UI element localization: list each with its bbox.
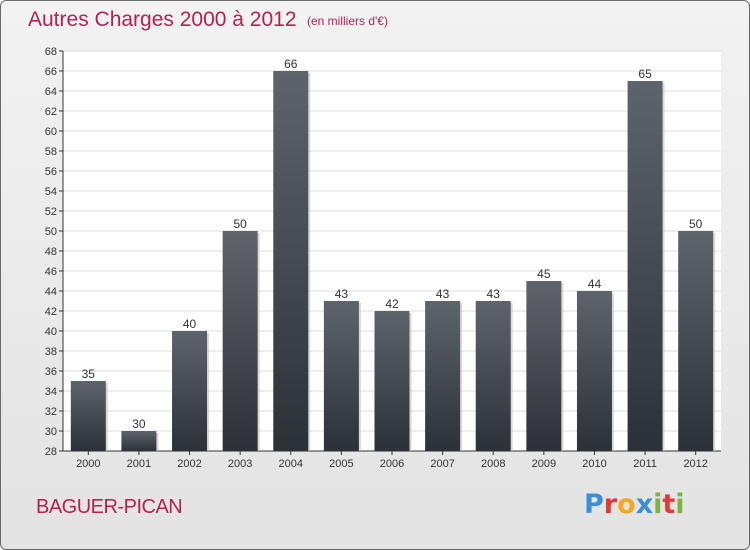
y-tick-label: 50 bbox=[45, 226, 57, 238]
y-tick-label: 54 bbox=[45, 186, 57, 198]
y-tick-label: 62 bbox=[45, 106, 57, 118]
x-tick-label: 2010 bbox=[582, 458, 606, 470]
y-tick-label: 42 bbox=[45, 306, 57, 318]
x-tick-label: 2001 bbox=[127, 458, 151, 470]
x-tick-label: 2009 bbox=[532, 458, 556, 470]
bar bbox=[222, 231, 258, 451]
x-tick-label: 2008 bbox=[481, 458, 505, 470]
bar-value-label: 30 bbox=[132, 417, 146, 431]
bar-value-label: 42 bbox=[385, 297, 399, 311]
bar bbox=[273, 71, 309, 451]
bar-value-label: 43 bbox=[335, 287, 349, 301]
y-tick-label: 66 bbox=[45, 66, 57, 78]
logo-letter: x bbox=[635, 489, 654, 520]
y-tick-label: 58 bbox=[45, 146, 57, 158]
bar-value-label: 50 bbox=[689, 217, 703, 231]
bar-value-label: 35 bbox=[82, 367, 96, 381]
y-tick-label: 34 bbox=[45, 386, 57, 398]
y-tick-label: 46 bbox=[45, 266, 57, 278]
logo-letter: P bbox=[584, 489, 604, 520]
y-tick-label: 56 bbox=[45, 166, 57, 178]
x-tick-label: 2007 bbox=[430, 458, 454, 470]
bar-value-label: 50 bbox=[233, 217, 247, 231]
bar-value-label: 44 bbox=[588, 277, 602, 291]
bar bbox=[475, 301, 511, 451]
y-tick-label: 30 bbox=[45, 426, 57, 438]
y-tick-label: 28 bbox=[45, 446, 57, 458]
bar bbox=[576, 291, 612, 451]
bar bbox=[323, 301, 359, 451]
y-tick-label: 64 bbox=[45, 86, 57, 98]
x-tick-label: 2006 bbox=[380, 458, 404, 470]
proxiti-logo[interactable]: Proxiti bbox=[584, 489, 685, 520]
bar-value-label: 65 bbox=[638, 67, 652, 81]
y-tick-label: 52 bbox=[45, 206, 57, 218]
bar-value-label: 43 bbox=[436, 287, 450, 301]
x-tick-label: 2005 bbox=[329, 458, 353, 470]
bar bbox=[526, 281, 562, 451]
y-tick-label: 44 bbox=[45, 286, 57, 298]
chart-title: Autres Charges 2000 à 2012 bbox=[28, 8, 297, 31]
bar-value-label: 45 bbox=[537, 267, 551, 281]
x-tick-label: 2000 bbox=[76, 458, 100, 470]
bar-value-label: 40 bbox=[183, 317, 197, 331]
y-tick-label: 48 bbox=[45, 246, 57, 258]
bar bbox=[627, 81, 663, 451]
logo-letter: o bbox=[617, 489, 636, 520]
logo-letter: i bbox=[675, 489, 685, 520]
bar bbox=[425, 301, 461, 451]
bar-value-label: 66 bbox=[284, 57, 298, 71]
y-tick-label: 36 bbox=[45, 366, 57, 378]
logo-letter: t bbox=[662, 489, 676, 520]
bar-value-label: 43 bbox=[487, 287, 501, 301]
town-name: BAGUER-PICAN bbox=[36, 496, 183, 518]
bar bbox=[172, 331, 208, 451]
y-tick-label: 68 bbox=[45, 46, 57, 58]
bar bbox=[70, 381, 106, 451]
chart-subtitle: (en milliers d'€) bbox=[307, 14, 388, 28]
y-tick-label: 40 bbox=[45, 326, 57, 338]
bar bbox=[374, 311, 410, 451]
bar bbox=[121, 431, 157, 451]
logo-letter: i bbox=[653, 489, 663, 520]
x-tick-label: 2003 bbox=[228, 458, 252, 470]
y-tick-label: 38 bbox=[45, 346, 57, 358]
x-tick-label: 2011 bbox=[633, 458, 657, 470]
x-tick-label: 2012 bbox=[683, 458, 707, 470]
logo-letter: r bbox=[603, 489, 618, 520]
x-tick-label: 2002 bbox=[177, 458, 201, 470]
bar bbox=[678, 231, 714, 451]
y-tick-label: 60 bbox=[45, 126, 57, 138]
y-tick-label: 32 bbox=[45, 406, 57, 418]
x-tick-label: 2004 bbox=[279, 458, 303, 470]
